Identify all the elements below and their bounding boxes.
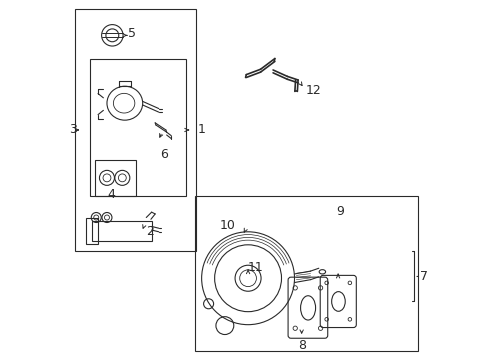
Bar: [90, 59, 185, 196]
Bar: [195, 196, 417, 351]
Text: 11: 11: [247, 261, 264, 274]
Text: 8: 8: [297, 339, 305, 352]
Text: 5: 5: [128, 27, 136, 40]
Bar: [95, 160, 135, 196]
Text: 12: 12: [305, 84, 320, 97]
Text: 2: 2: [146, 225, 154, 238]
Bar: [91, 221, 151, 241]
Text: 3: 3: [69, 123, 77, 136]
Text: 6: 6: [160, 148, 168, 162]
Bar: [75, 9, 196, 251]
Text: 1: 1: [198, 123, 205, 136]
Bar: [85, 217, 98, 244]
Text: 7: 7: [419, 270, 427, 283]
Text: 4: 4: [107, 188, 115, 201]
Text: 9: 9: [336, 205, 344, 218]
Text: 10: 10: [219, 219, 235, 232]
